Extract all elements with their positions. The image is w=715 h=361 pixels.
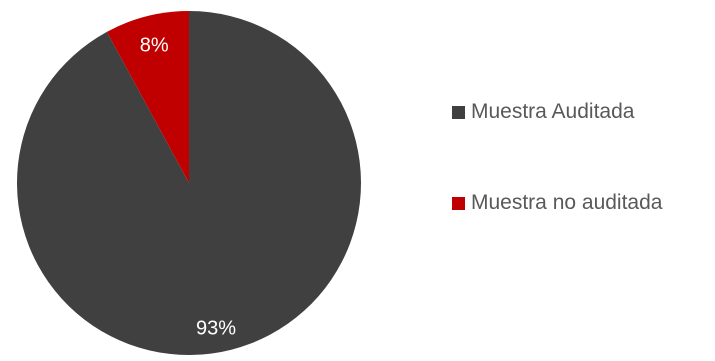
- legend-item-muestra-auditada: Muestra Auditada: [452, 98, 662, 126]
- pie-slice-muestra-auditada: [16, 11, 361, 355]
- legend-swatch-muestra-auditada: [452, 105, 465, 119]
- legend-swatch-muestra-no-auditada: [452, 196, 465, 210]
- legend-item-muestra-no-auditada: Muestra no auditada: [452, 189, 662, 217]
- pie-label-muestra-no-auditada: 8%: [140, 35, 169, 57]
- pie-label-muestra-auditada: 93%: [196, 317, 236, 339]
- legend: Muestra Auditada Muestra no auditada: [452, 98, 662, 280]
- pie-slice-muestra-no-auditada: [106, 11, 189, 183]
- legend-label-muestra-no-auditada: Muestra no auditada: [471, 191, 663, 214]
- legend-label-muestra-auditada: Muestra Auditada: [471, 100, 635, 123]
